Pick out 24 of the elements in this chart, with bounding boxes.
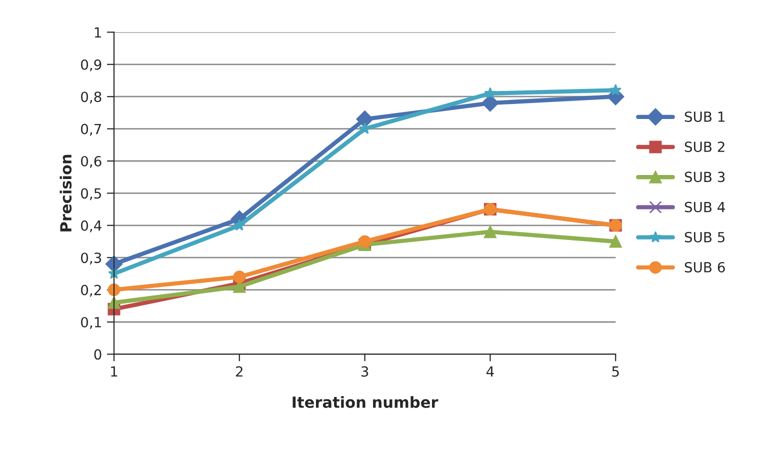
y-tick-label: 0,6 bbox=[81, 156, 102, 168]
legend-label: SUB 3 bbox=[684, 172, 725, 182]
x-tick-label: 5 bbox=[612, 366, 619, 377]
y-tick-label: 0,2 bbox=[81, 284, 101, 297]
y-tick-label: 1 bbox=[94, 27, 101, 38]
x-tick-label: 4 bbox=[486, 366, 494, 377]
y-tick-label: 0,1 bbox=[81, 316, 101, 329]
legend-label: SUB 4 bbox=[684, 202, 725, 212]
y-axis-title: Precision bbox=[60, 154, 72, 232]
y-tick-label: 0,7 bbox=[81, 124, 102, 136]
legend-label: SUB 2 bbox=[684, 142, 724, 152]
x-axis-title: Iteration number bbox=[292, 396, 438, 408]
x-tick-label: 2 bbox=[236, 366, 242, 377]
legend-label: SUB 5 bbox=[684, 232, 725, 242]
y-tick-label: 0 bbox=[94, 349, 102, 360]
legend-label: SUB 6 bbox=[684, 262, 725, 272]
x-tick-label: 3 bbox=[361, 366, 368, 377]
y-tick-label: 0,9 bbox=[81, 59, 102, 72]
y-tick-label: 0,3 bbox=[81, 252, 102, 264]
y-tick-label: 0,8 bbox=[81, 92, 102, 104]
x-tick-label: 1 bbox=[111, 366, 118, 377]
y-tick-label: 0,4 bbox=[81, 220, 102, 232]
legend-label: SUB 1 bbox=[684, 111, 724, 122]
y-tick-label: 0,5 bbox=[81, 188, 101, 200]
